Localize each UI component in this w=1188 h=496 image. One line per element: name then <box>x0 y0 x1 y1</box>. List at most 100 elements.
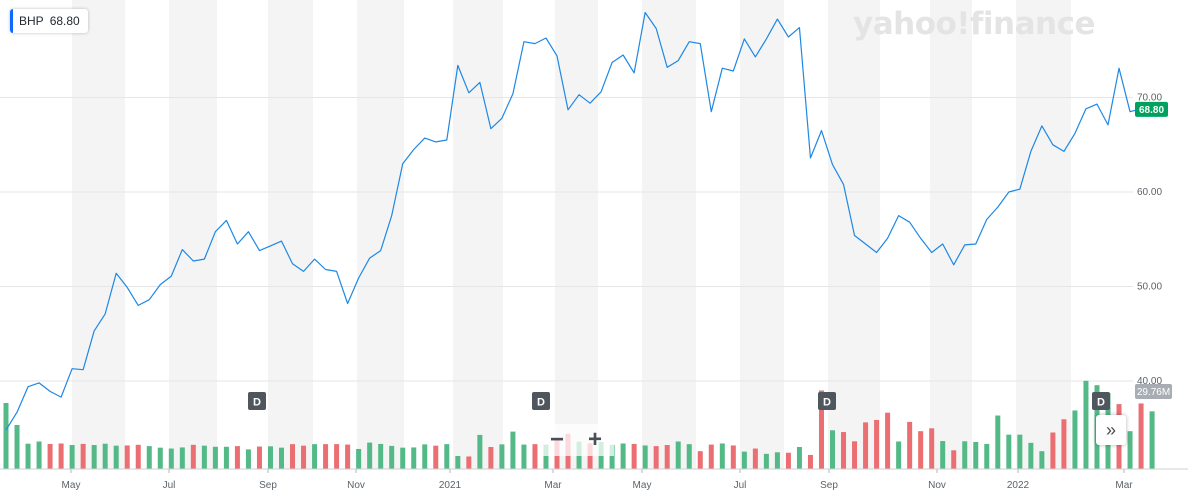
ticker-symbol: BHP <box>19 14 44 28</box>
volume-bar <box>1149 411 1155 469</box>
volume-bar <box>102 443 108 469</box>
x-tick-label: Sep <box>259 480 277 491</box>
volume-bar <box>367 442 373 469</box>
volume-bar <box>422 444 428 469</box>
volume-bar <box>995 415 1001 469</box>
month-band <box>169 0 217 469</box>
dividend-marker-label: D <box>1097 397 1105 409</box>
volume-bar <box>587 443 593 469</box>
price-badge <box>1135 101 1168 117</box>
zoom-controls: − + <box>538 424 614 456</box>
volume-bar <box>741 451 747 469</box>
volume-bar <box>510 431 516 469</box>
x-tick-label: 2022 <box>1007 480 1030 491</box>
x-tick-label: 2021 <box>439 480 462 491</box>
volume-bar <box>168 448 174 469</box>
ticker-chip[interactable]: BHP 68.80 <box>10 9 88 33</box>
dividend-marker-label: D <box>823 397 831 409</box>
volume-bar <box>389 445 395 469</box>
volume-bar <box>267 446 273 469</box>
volume-bar <box>455 456 461 469</box>
volume-bar <box>653 446 659 469</box>
dividend-marker: D <box>532 392 550 410</box>
volume-bar <box>477 434 483 469</box>
x-tick-label: Jul <box>734 480 747 491</box>
volume-bar <box>818 390 824 469</box>
volume-bar <box>334 444 340 469</box>
volume-bar <box>323 444 329 469</box>
dividend-marker-label: D <box>253 397 261 409</box>
month-band <box>642 0 696 469</box>
volume-bar <box>675 441 681 469</box>
price-badge-label: 68.80 <box>1139 105 1164 116</box>
month-band <box>357 0 404 469</box>
volume-bar <box>301 445 307 469</box>
month-bands <box>72 0 1071 469</box>
volume-bar <box>973 441 979 469</box>
volume-bar <box>25 443 31 469</box>
volume-bar <box>863 422 869 469</box>
volume-bar <box>962 441 968 469</box>
ticker-value: 68.80 <box>49 14 80 28</box>
volume-badge-label: 29.76M <box>1137 387 1170 398</box>
volume-bar <box>47 443 53 469</box>
month-band <box>268 0 313 469</box>
volume-bar <box>146 446 152 469</box>
dividend-marker: D <box>248 392 266 410</box>
volume-bar <box>1138 403 1144 469</box>
volume-bar <box>58 443 64 469</box>
volume-bar <box>940 441 946 469</box>
volume-bar <box>124 445 130 469</box>
volume-bar <box>3 403 9 469</box>
volume-bar <box>499 444 505 469</box>
month-band <box>740 0 784 469</box>
grid-lines <box>0 97 1133 382</box>
value-badges: 68.80 29.76M <box>1135 101 1172 399</box>
zoom-in-button[interactable]: + <box>587 426 602 453</box>
volume-bar <box>190 444 196 469</box>
month-band <box>555 0 598 469</box>
volume-bar <box>290 444 296 469</box>
volume-bar <box>730 445 736 469</box>
volume-bar <box>664 445 670 469</box>
y-tick-label: 50.00 <box>1137 282 1162 293</box>
volume-bar <box>378 443 384 469</box>
zoom-out-button[interactable]: − <box>549 426 564 453</box>
volume-bar <box>796 447 802 469</box>
volume-bar <box>223 446 229 469</box>
volume-bar <box>984 443 990 469</box>
y-tick-label: 40.00 <box>1137 376 1162 387</box>
volume-bar <box>918 431 924 469</box>
volume-bar <box>279 447 284 469</box>
expand-chevron-icon[interactable]: » <box>1096 415 1126 445</box>
volume-bar <box>345 444 351 469</box>
volume-bar <box>1083 380 1089 469</box>
volume-bar <box>1039 451 1045 469</box>
volume-bar <box>951 450 957 469</box>
volume-bar <box>256 446 262 469</box>
volume-bar <box>620 443 626 469</box>
volume-bar <box>1017 434 1023 469</box>
volume-bar <box>69 445 75 469</box>
x-tick-label: Mar <box>1115 480 1133 491</box>
volume-badge <box>1135 384 1172 399</box>
yahoo-finance-logo: yahoo!finance <box>853 6 1096 42</box>
x-tick-label: Jul <box>163 480 176 491</box>
volume-bar <box>1028 442 1034 469</box>
volume-bar <box>91 445 97 469</box>
month-band <box>1016 0 1071 469</box>
y-axis: 40.00 50.00 60.00 70.00 <box>1137 93 1162 388</box>
volume-bar <box>785 452 791 469</box>
month-band <box>930 0 972 469</box>
month-band <box>453 0 503 469</box>
volume-bar <box>400 447 406 469</box>
volume-bar <box>212 446 218 469</box>
volume-bar <box>1072 410 1078 469</box>
volume-bar <box>466 456 472 469</box>
x-tick-label: Sep <box>820 480 838 491</box>
series-color-bar <box>10 9 13 33</box>
volume-bar <box>356 448 362 469</box>
